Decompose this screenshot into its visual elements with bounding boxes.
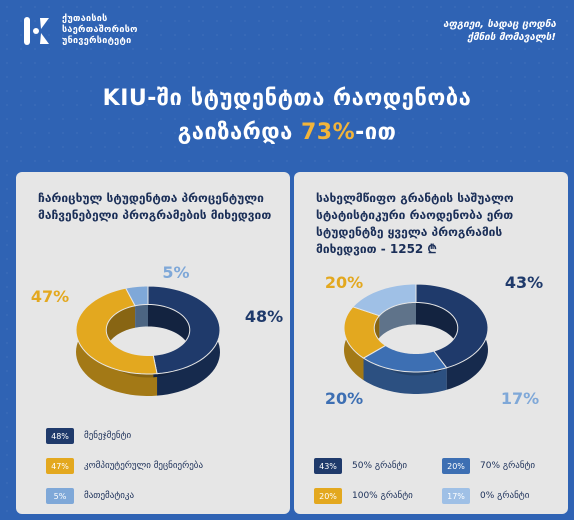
- legend-item-1: 20% 70% გრანტი: [442, 458, 535, 474]
- logo-text: ქუთაისის საერთაშორისო უნივერსიტეტი: [62, 14, 138, 46]
- legend-swatch-2: 5%: [46, 488, 74, 504]
- tagline: აფგიეი, სადაც ცოდნა ქმნის მომავალს!: [443, 19, 556, 43]
- legend-swatch-0: 43%: [314, 458, 342, 474]
- slice-label-2: 20%: [325, 273, 363, 292]
- headline-line-1: KIU-ში სტუდენტთა რაოდენობა: [102, 86, 472, 111]
- legend-item-0: 43% 50% გრანტი: [314, 458, 407, 474]
- legend-item-3: 17% 0% გრანტი: [442, 488, 529, 504]
- legend-label-0: 50% გრანტი: [352, 461, 408, 471]
- slice-label-0: 48%: [245, 307, 283, 326]
- grant-chart-title: სახელმწიფო გრანტის საშუალო სტატისტიკური …: [316, 190, 556, 258]
- grant-donut-chart: 43% 20% 20% 17%: [325, 273, 543, 408]
- slice-label-2: 5%: [162, 263, 189, 282]
- university-logo[interactable]: ქუთაისის საერთაშორისო უნივერსიტეტი: [22, 14, 138, 47]
- donut-inner-wall-3: [379, 302, 416, 338]
- slice-label-1: 47%: [31, 287, 69, 306]
- enrollment-card: ჩარიცხულ სტუდენტთა პროცენტული მაჩვენებელ…: [16, 172, 290, 514]
- legend-swatch-1: 20%: [442, 458, 470, 474]
- headline-suffix: -ით: [355, 120, 397, 145]
- slice-label-1: 20%: [325, 389, 363, 408]
- legend-swatch-0: 48%: [46, 428, 74, 444]
- legend-item-2: 20% 100% გრანტი: [314, 488, 413, 504]
- legend-label-2: 100% გრანტი: [352, 491, 413, 501]
- legend-swatch-1: 47%: [46, 458, 74, 474]
- donut-wall-1: [363, 358, 447, 394]
- legend-label-1: 70% გრანტი: [480, 461, 536, 471]
- logo-k-icon: [24, 16, 49, 45]
- headline-prefix: გაიზარდა: [177, 120, 301, 145]
- legend-label-3: 0% გრანტი: [480, 491, 530, 501]
- slice-label-0: 43%: [505, 273, 543, 292]
- grant-card: სახელმწიფო გრანტის საშუალო სტატისტიკური …: [294, 172, 568, 514]
- donut-inner-wall-2: [135, 304, 148, 328]
- legend-swatch-3: 17%: [442, 488, 470, 504]
- legend-item-2: 5% მათემატიკა: [46, 488, 134, 504]
- headline-line-2: გაიზარდა 73%-ით: [0, 120, 574, 145]
- legend-label-2: მათემატიკა: [84, 491, 135, 501]
- enrollment-donut-chart: 48% 47% 5%: [31, 263, 283, 396]
- slice-label-3: 17%: [501, 389, 539, 408]
- grant-average-value: 1252 ₾: [389, 242, 437, 256]
- legend-label-0: მენეჯმენტი: [84, 431, 132, 441]
- legend-item-0: 48% მენეჯმენტი: [46, 428, 131, 444]
- grant-title-text: სახელმწიფო გრანტის საშუალო სტატისტიკური …: [316, 191, 514, 256]
- enrollment-chart-title: ჩარიცხულ სტუდენტთა პროცენტული მაჩვენებელ…: [38, 191, 272, 222]
- legend-swatch-2: 20%: [314, 488, 342, 504]
- legend-label-1: კომპიუტერული მეცნიერება: [84, 461, 204, 471]
- donut-slice-3: [352, 283, 417, 317]
- legend-item-1: 47% კომპიუტერული მეცნიერება: [46, 458, 203, 474]
- headline-accent: 73%: [300, 120, 356, 145]
- donut-slice-2: [124, 285, 149, 307]
